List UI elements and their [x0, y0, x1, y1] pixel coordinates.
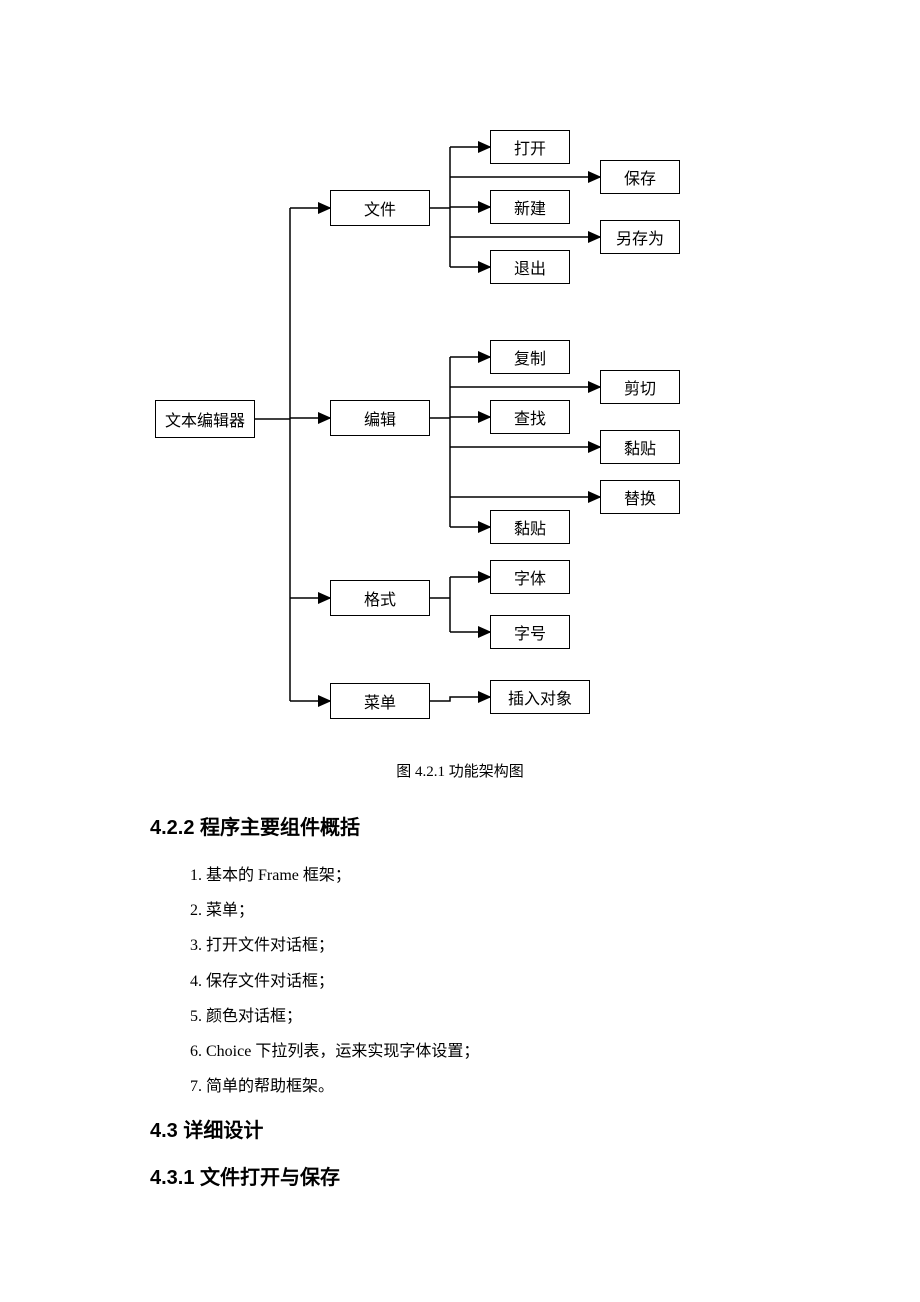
node-open: 打开 [490, 130, 570, 164]
section-4-3-title: 4.3 详细设计 [150, 1114, 920, 1143]
node-new: 新建 [490, 190, 570, 224]
component-list: 1. 基本的 Frame 框架；2. 菜单；3. 打开文件对话框；4. 保存文件… [190, 858, 920, 1104]
node-format: 格式 [330, 580, 430, 616]
diagram-caption: 图 4.2.1 功能架构图 [0, 760, 920, 781]
node-font: 字体 [490, 560, 570, 594]
diagram-connectors [0, 0, 920, 720]
list-item: 3. 打开文件对话框； [190, 928, 920, 963]
node-replace: 替换 [600, 480, 680, 514]
function-arch-diagram: 文本编辑器文件编辑格式菜单打开新建退出保存另存为复制查找黏贴剪切黏贴替换字体字号… [0, 0, 920, 720]
section-4-2-2-title: 4.2.2 程序主要组件概括 [150, 811, 920, 840]
list-item: 5. 颜色对话框； [190, 999, 920, 1034]
node-file: 文件 [330, 190, 430, 226]
node-paste2: 黏贴 [490, 510, 570, 544]
list-item: 1. 基本的 Frame 框架； [190, 858, 920, 893]
node-size: 字号 [490, 615, 570, 649]
list-item: 7. 简单的帮助框架。 [190, 1069, 920, 1104]
node-paste: 黏贴 [600, 430, 680, 464]
node-menu: 菜单 [330, 683, 430, 719]
node-exit: 退出 [490, 250, 570, 284]
list-item: 2. 菜单； [190, 893, 920, 928]
node-copy: 复制 [490, 340, 570, 374]
connector-25 [430, 697, 490, 701]
node-insert: 插入对象 [490, 680, 590, 714]
node-root: 文本编辑器 [155, 400, 255, 438]
section-4-3-1-title: 4.3.1 文件打开与保存 [150, 1161, 920, 1190]
node-find: 查找 [490, 400, 570, 434]
list-item: 6. Choice 下拉列表，运来实现字体设置； [190, 1034, 920, 1069]
node-edit: 编辑 [330, 400, 430, 436]
node-save: 保存 [600, 160, 680, 194]
node-saveas: 另存为 [600, 220, 680, 254]
node-cut: 剪切 [600, 370, 680, 404]
list-item: 4. 保存文件对话框； [190, 964, 920, 999]
